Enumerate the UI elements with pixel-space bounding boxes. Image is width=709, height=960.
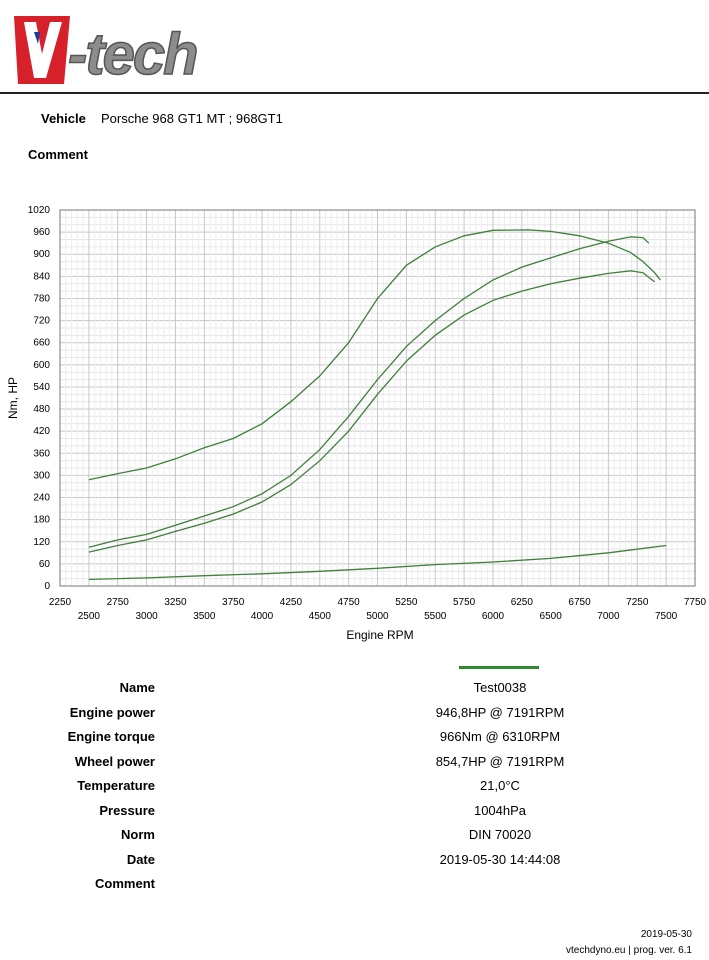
x-axis-title: Engine RPM: [346, 628, 413, 642]
chart-series: [88, 229, 667, 581]
vehicle-label: Vehicle: [41, 111, 86, 126]
result-row: Engine torque 966Nm @ 6310RPM: [0, 729, 709, 749]
y-tick-label: 660: [33, 338, 50, 349]
x-tick-label: 6250: [511, 597, 534, 608]
x-tick-label: 2750: [107, 597, 130, 608]
series-line-4: [88, 544, 667, 581]
y-tick-label: 120: [33, 537, 50, 548]
result-value: DIN 70020: [468, 827, 532, 842]
y-tick-label: 0: [44, 581, 50, 592]
result-label: Temperature: [77, 778, 155, 793]
comment-label: Comment: [28, 147, 88, 162]
x-tick-label: 4250: [280, 597, 303, 608]
result-value: Test0038: [473, 680, 527, 695]
chart-axes: [59, 209, 696, 587]
result-label: Date: [126, 851, 155, 867]
x-tick-label: 3250: [164, 597, 187, 608]
series-line-3: [88, 270, 656, 553]
y-tick-label: 540: [33, 382, 50, 393]
svg-text:-tech: -tech: [68, 22, 197, 87]
y-tick-label: 960: [33, 227, 50, 238]
result-value: 946,8HP @ 7191RPM: [435, 704, 565, 720]
x-tick-label: 5750: [453, 597, 476, 608]
series-line-2: [88, 236, 650, 548]
series-line-1: [88, 229, 661, 481]
y-tick-label: 780: [33, 293, 50, 304]
y-tick-label: 480: [33, 404, 50, 415]
y-tick-label: 60: [39, 559, 51, 570]
footer-date: 2019-05-30: [640, 929, 692, 940]
x-tick-label: 6500: [540, 611, 563, 622]
plot-frame: [59, 209, 696, 587]
dyno-chart: 0 60 120 180 240 300 360 420 480 540 600 660 720 780 8…: [6, 205, 707, 642]
y-tick-label: 240: [33, 493, 50, 504]
x-tick-label: 5500: [424, 611, 447, 622]
x-tick-label: 3000: [135, 611, 158, 622]
y-tick-label: 900: [33, 249, 50, 260]
x-tick-label: 6000: [482, 611, 505, 622]
y-tick-label: 600: [33, 360, 50, 371]
footer-site: vtechdyno.eu | prog. ver. 6.1: [565, 945, 692, 956]
y-tick-label: 420: [33, 426, 50, 437]
x-tick-label: 7750: [684, 597, 707, 608]
y-tick-label: 360: [33, 448, 50, 459]
y-tick-label: 720: [33, 316, 50, 327]
result-row: Temperature 21,0°C: [0, 778, 709, 798]
result-value: 2019-05-30 14:44:08: [439, 851, 561, 867]
y-axis-title: Nm, HP: [6, 377, 20, 419]
result-value: 1004hPa: [473, 802, 527, 818]
result-row: Norm DIN 70020: [0, 827, 709, 847]
x-tick-label: 4750: [338, 597, 361, 608]
x-tick-label: 4000: [251, 611, 274, 622]
result-row: Name Test0038: [0, 680, 709, 700]
header-divider: [0, 92, 709, 94]
vtech-logo: -tech: [14, 16, 199, 88]
y-tick-label: 1020: [28, 205, 51, 216]
result-row: Date 2019-05-30 14:44:08: [0, 852, 709, 872]
x-tick-label: 2500: [78, 611, 101, 622]
chart-ticks: 0 60 120 180 240 300 360 420 480 540 600 660 720 780 8…: [28, 205, 707, 622]
x-tick-label: 5000: [366, 611, 389, 622]
result-label: Comment: [95, 876, 155, 891]
x-tick-label: 2250: [49, 597, 72, 608]
result-value: 21,0°C: [480, 778, 520, 793]
x-tick-label: 3500: [193, 611, 216, 622]
result-row: Comment: [0, 876, 709, 896]
x-tick-label: 7250: [626, 597, 649, 608]
y-tick-label: 300: [33, 470, 50, 481]
y-tick-label: 840: [33, 271, 50, 282]
result-label: Name: [119, 680, 155, 695]
result-label: Wheel power: [74, 753, 155, 769]
x-tick-label: 3750: [222, 597, 245, 608]
result-label: Norm: [121, 827, 155, 842]
x-tick-label: 5250: [395, 597, 418, 608]
y-tick-label: 180: [33, 515, 50, 526]
vehicle-value: Porsche 968 GT1 MT ; 968GT1: [101, 111, 283, 126]
legend-swatch: [459, 666, 539, 669]
result-value: 854,7HP @ 7191RPM: [435, 753, 565, 769]
x-tick-label: 7000: [597, 611, 620, 622]
x-tick-label: 7500: [655, 611, 678, 622]
result-value: 966Nm @ 6310RPM: [439, 729, 561, 744]
result-label: Pressure: [99, 802, 155, 818]
result-row: Engine power 946,8HP @ 7191RPM: [0, 705, 709, 725]
result-label: Engine power: [69, 704, 155, 720]
x-tick-label: 4500: [309, 611, 332, 622]
x-tick-label: 6750: [568, 597, 591, 608]
chart-grid: [59, 209, 696, 587]
result-label: Engine torque: [67, 729, 155, 744]
result-row: Pressure 1004hPa: [0, 803, 709, 823]
result-row: Wheel power 854,7HP @ 7191RPM: [0, 754, 709, 774]
